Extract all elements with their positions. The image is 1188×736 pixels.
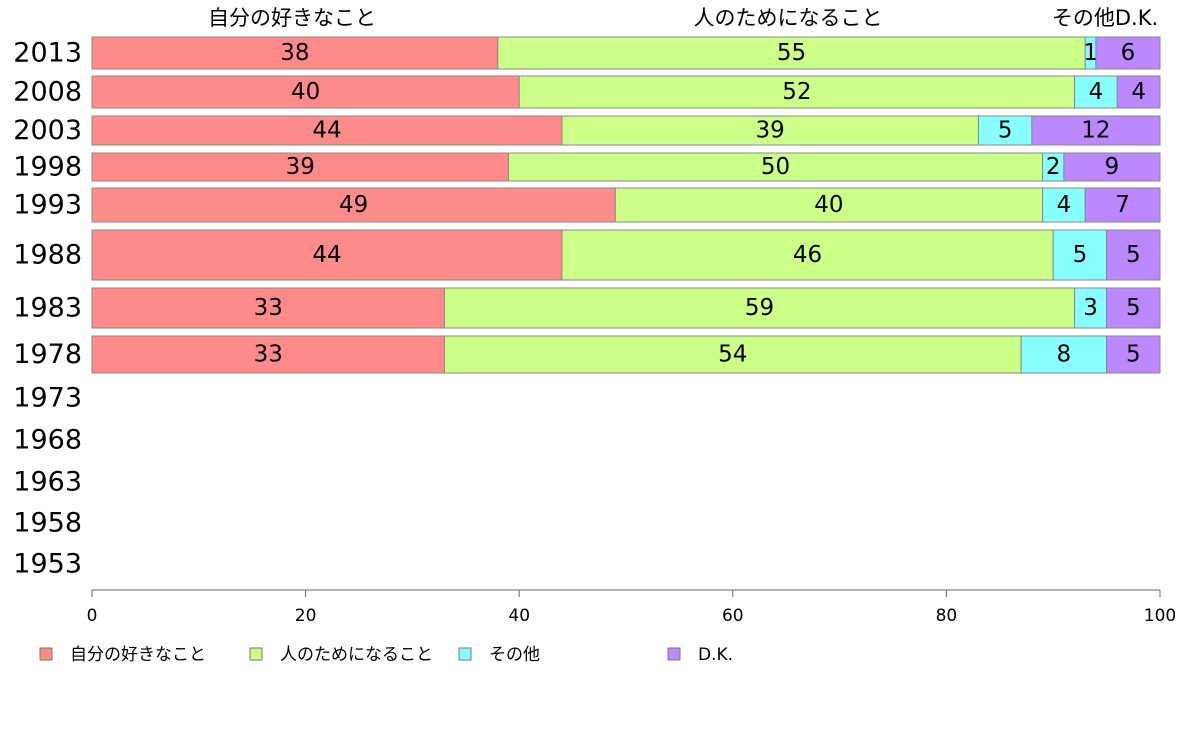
legend-label-2: その他 (489, 645, 540, 665)
year-label-1953: 1953 (13, 549, 82, 580)
bar-2008-series-1 (518, 75, 1076, 109)
data-label-2003-series-3: 12 (1081, 118, 1110, 144)
data-label-2008-series-0: 40 (291, 79, 320, 105)
bar-1983-series-2 (1074, 287, 1108, 329)
year-label-2003: 2003 (13, 115, 82, 146)
bar-2008-series-2 (1074, 75, 1118, 109)
bar-2013-series-1 (497, 36, 1086, 70)
legend-label-0: 自分の好きなこと (70, 645, 206, 665)
bar-1978-series-3 (1106, 335, 1161, 374)
year-label-1983: 1983 (13, 293, 82, 324)
bar-1998-series-0 (91, 152, 510, 182)
bar-1993-series-1 (614, 187, 1044, 223)
bar-2003-series-1 (561, 115, 979, 146)
bar-1988-series-2 (1052, 229, 1108, 281)
bar-2003-series-3 (1031, 115, 1161, 146)
bar-1998-series-3 (1063, 152, 1161, 182)
bar-2013-series-0 (91, 36, 499, 70)
bar-1993-series-3 (1084, 187, 1161, 223)
data-label-2003-series-1: 39 (756, 118, 785, 144)
x-tick-label-3: 60 (722, 606, 744, 626)
data-label-1998-series-0: 39 (286, 154, 315, 180)
bar-1983-series-0 (91, 287, 445, 329)
data-label-1993-series-1: 40 (814, 192, 843, 218)
data-label-1993-series-3: 7 (1115, 192, 1130, 218)
data-label-1998-series-1: 50 (761, 154, 790, 180)
bar-1978-series-2 (1020, 335, 1108, 374)
x-axis: 0 20 40 60 80 100 (87, 589, 1176, 626)
data-label-1988-series-1: 46 (793, 242, 822, 268)
bar-2003-series-0 (91, 115, 563, 146)
year-label-1958: 1958 (13, 508, 82, 539)
x-tick-label-2: 40 (508, 606, 530, 626)
data-label-1978-series-1: 54 (718, 342, 747, 368)
data-label-2008-series-3: 4 (1131, 79, 1146, 105)
year-label-1978: 1978 (13, 339, 82, 370)
bar-1998-series-1 (508, 152, 1044, 182)
bar-1988-series-3 (1106, 229, 1161, 281)
data-label-2003-series-0: 44 (312, 118, 341, 144)
data-label-1993-series-2: 4 (1057, 192, 1072, 218)
year-label-1968: 1968 (13, 425, 82, 456)
top-label-2: その他D.K. (1052, 6, 1158, 30)
top-label-0: 自分の好きなこと (208, 6, 376, 30)
data-label-2003-series-2: 5 (998, 118, 1013, 144)
year-label-1973: 1973 (13, 383, 82, 414)
data-label-1988-series-0: 44 (312, 242, 341, 268)
top-label-1: 人のためになること (694, 6, 883, 30)
data-label-1988-series-2: 5 (1073, 242, 1088, 268)
legend-swatch-1 (249, 647, 263, 661)
data-label-1983-series-0: 33 (254, 295, 283, 321)
year-label-1988: 1988 (13, 240, 82, 271)
year-label-1963: 1963 (13, 467, 82, 498)
data-label-1978-series-3: 5 (1126, 342, 1141, 368)
x-tick-label-1: 20 (295, 606, 317, 626)
legend-label-3: D.K. (698, 645, 733, 665)
year-label-1993: 1993 (13, 190, 82, 221)
x-tick-label-4: 80 (936, 606, 958, 626)
legend-swatch-0 (39, 647, 53, 661)
legend-label-1: 人のためになること (280, 645, 433, 665)
legend-swatch-3 (667, 647, 681, 661)
data-label-1998-series-2: 2 (1046, 154, 1061, 180)
bar-2008-series-3 (1116, 75, 1161, 109)
bar-2013-series-3 (1095, 36, 1161, 70)
year-labels: 2013 2008 2003 1998 1993 1988 1983 1978 1973 1968… (13, 38, 82, 580)
bar-1988-series-1 (561, 229, 1054, 281)
data-label-1983-series-2: 3 (1083, 295, 1098, 321)
data-label-1983-series-1: 59 (745, 295, 774, 321)
data-label-1978-series-2: 8 (1057, 342, 1072, 368)
data-label-2013-series-0: 38 (280, 40, 309, 66)
data-label-1983-series-3: 5 (1126, 295, 1141, 321)
legend: 自分の好きなこと 人のためになること その他 D.K. (39, 645, 733, 665)
data-label-2008-series-2: 4 (1089, 79, 1104, 105)
data-label-2008-series-1: 52 (782, 79, 811, 105)
data-label-1988-series-3: 5 (1126, 242, 1141, 268)
data-label-1978-series-0: 33 (254, 342, 283, 368)
top-labels: 自分の好きなこと 人のためになること その他D.K. (208, 6, 1158, 30)
bar-1983-series-3 (1106, 287, 1161, 329)
x-tick-label-0: 0 (87, 606, 98, 626)
data-label-2013-series-3: 6 (1121, 40, 1136, 66)
data-label-1998-series-3: 9 (1105, 154, 1120, 180)
year-label-2008: 2008 (13, 77, 82, 108)
year-label-1998: 1998 (13, 152, 82, 183)
data-label-2013-series-1: 55 (777, 40, 806, 66)
x-tick-label-5: 100 (1144, 606, 1176, 626)
bar-1988-series-0 (91, 229, 563, 281)
data-label-1993-series-0: 49 (339, 192, 368, 218)
year-label-2013: 2013 (13, 38, 82, 69)
legend-swatch-2 (458, 647, 472, 661)
data-label-2013-series-2: 1 (1083, 40, 1098, 66)
bar-1993-series-0 (91, 187, 616, 223)
bar-2008-series-0 (91, 75, 520, 109)
